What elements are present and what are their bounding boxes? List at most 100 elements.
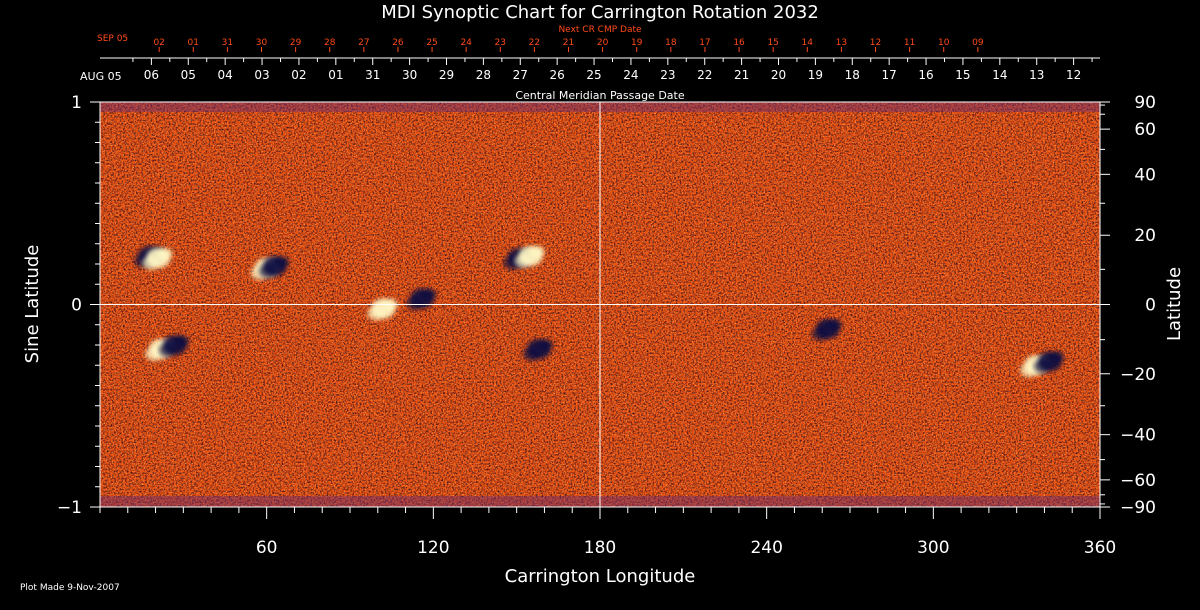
- active-region-negative: [259, 256, 289, 279]
- active-region-positive: [514, 245, 545, 268]
- active-region-negative: [522, 339, 553, 362]
- chart-title: MDI Synoptic Chart for Carrington Rotati…: [381, 2, 819, 23]
- cmp-axis-title: Central Meridian Passage Date: [515, 89, 684, 102]
- active-region-positive: [367, 298, 398, 321]
- y-tick-label: −1: [57, 498, 82, 518]
- cmp-day-label: 29: [439, 68, 454, 82]
- lat-tick-label: 40: [1134, 165, 1156, 185]
- cmp-day-label: 26: [550, 68, 565, 82]
- next-cr-day-label: 11: [904, 38, 915, 48]
- next-cr-day-label: 23: [495, 38, 506, 48]
- region-lobe: [825, 318, 842, 331]
- axes: 60 120 180 240 300 36010−1906040200−20−40−60−…: [57, 38, 1156, 558]
- region-lobe: [142, 255, 161, 270]
- region-lobe: [406, 296, 425, 311]
- y-tick-label: 1: [71, 93, 82, 113]
- next-cr-day-label: 26: [392, 38, 404, 48]
- cmp-day-label: 24: [623, 68, 638, 82]
- region-lobe: [522, 347, 541, 362]
- region-lobe: [536, 339, 553, 352]
- cmp-day-label: 15: [955, 68, 970, 82]
- region-lobe: [1048, 351, 1064, 364]
- next-cr-day-label: 22: [529, 38, 540, 48]
- cmp-day-label: 17: [882, 68, 897, 82]
- region-lobe: [159, 343, 177, 357]
- next-cr-day-label: 31: [222, 38, 233, 48]
- next-cr-day-label: 14: [802, 38, 814, 48]
- cmp-day-label: 27: [513, 68, 528, 82]
- next-cr-month-label: SEP 05: [97, 34, 128, 44]
- next-cr-day-label: 19: [631, 38, 643, 48]
- region-lobe: [145, 347, 164, 362]
- x-tick-label: 360: [1084, 538, 1116, 558]
- next-cr-day-label: 02: [153, 38, 164, 48]
- x-tick-label: 60: [256, 538, 278, 558]
- next-cr-day-label: 12: [870, 38, 881, 48]
- active-region-negative: [159, 335, 189, 357]
- active-region-positive: [142, 247, 173, 270]
- cmp-day-label: 25: [586, 68, 601, 82]
- next-cr-day-label: 18: [665, 38, 677, 48]
- cmp-day-label: 12: [1066, 68, 1081, 82]
- cmp-day-label: 22: [697, 68, 712, 82]
- cmp-day-label: 04: [218, 68, 233, 82]
- cmp-day-label: 21: [734, 68, 749, 82]
- x-tick-label: 300: [917, 538, 949, 558]
- next-cr-day-label: 17: [699, 38, 710, 48]
- cmp-day-label: 28: [476, 68, 491, 82]
- x-tick-label: 120: [417, 538, 449, 558]
- lat-tick-label: 90: [1134, 93, 1156, 113]
- y-tick-label: 0: [71, 296, 82, 316]
- next-cr-day-label: 27: [358, 38, 369, 48]
- lat-tick-label: −90: [1120, 498, 1156, 518]
- cmp-month-label: AUG 05: [80, 70, 122, 83]
- next-cr-day-label: 30: [256, 38, 268, 48]
- region-lobe: [259, 264, 277, 279]
- region-lobe: [420, 288, 437, 301]
- region-lobe: [1034, 359, 1052, 374]
- cmp-day-label: 16: [918, 68, 933, 82]
- cmp-day-label: 31: [365, 68, 380, 82]
- cmp-day-label: 30: [402, 68, 417, 82]
- active-regions: [134, 245, 1064, 378]
- next-cr-day-label: 09: [972, 38, 984, 48]
- lat-tick-label: −40: [1120, 426, 1156, 446]
- cmp-day-label: 14: [992, 68, 1007, 82]
- region-lobe: [1020, 363, 1039, 378]
- next-cr-day-label: 21: [563, 38, 574, 48]
- lat-tick-label: 20: [1134, 226, 1156, 246]
- cmp-day-label: 23: [660, 68, 675, 82]
- next-cr-day-label: 28: [324, 38, 336, 48]
- next-cr-day-label: 16: [733, 38, 745, 48]
- next-cr-axis-title: Next CR CMP Date: [558, 25, 642, 35]
- lat-tick-label: 60: [1134, 120, 1156, 140]
- plot-made-note: Plot Made 9-Nov-2007: [20, 583, 120, 593]
- region-lobe: [156, 247, 173, 260]
- x-axis-label: Carrington Longitude: [505, 566, 696, 587]
- next-cr-day-label: 15: [767, 38, 778, 48]
- next-cr-day-label: 25: [426, 38, 437, 48]
- active-region-negative: [406, 288, 437, 311]
- next-cr-day-label: 24: [460, 38, 472, 48]
- next-cr-day-label: 29: [290, 38, 302, 48]
- cmp-day-label: 03: [254, 68, 269, 82]
- cmp-day-label: 13: [1029, 68, 1044, 82]
- cmp-day-label: 20: [771, 68, 786, 82]
- cmp-day-label: 02: [291, 68, 306, 82]
- region-lobe: [173, 335, 189, 347]
- x-tick-label: 180: [584, 538, 616, 558]
- next-cr-day-label: 20: [597, 38, 609, 48]
- lat-tick-label: 0: [1145, 296, 1156, 316]
- next-cr-day-label: 10: [938, 38, 950, 48]
- active-region-negative: [1034, 351, 1064, 374]
- next-cr-day-label: 13: [836, 38, 847, 48]
- region-lobe: [811, 326, 830, 341]
- cmp-day-label: 01: [328, 68, 343, 82]
- active-region-negative: [811, 318, 842, 341]
- y-axis-label-right: Latitude: [1164, 267, 1185, 341]
- lat-tick-label: −20: [1120, 365, 1156, 385]
- lat-tick-label: −60: [1120, 471, 1156, 491]
- cmp-day-label: 18: [845, 68, 860, 82]
- region-lobe: [528, 245, 545, 258]
